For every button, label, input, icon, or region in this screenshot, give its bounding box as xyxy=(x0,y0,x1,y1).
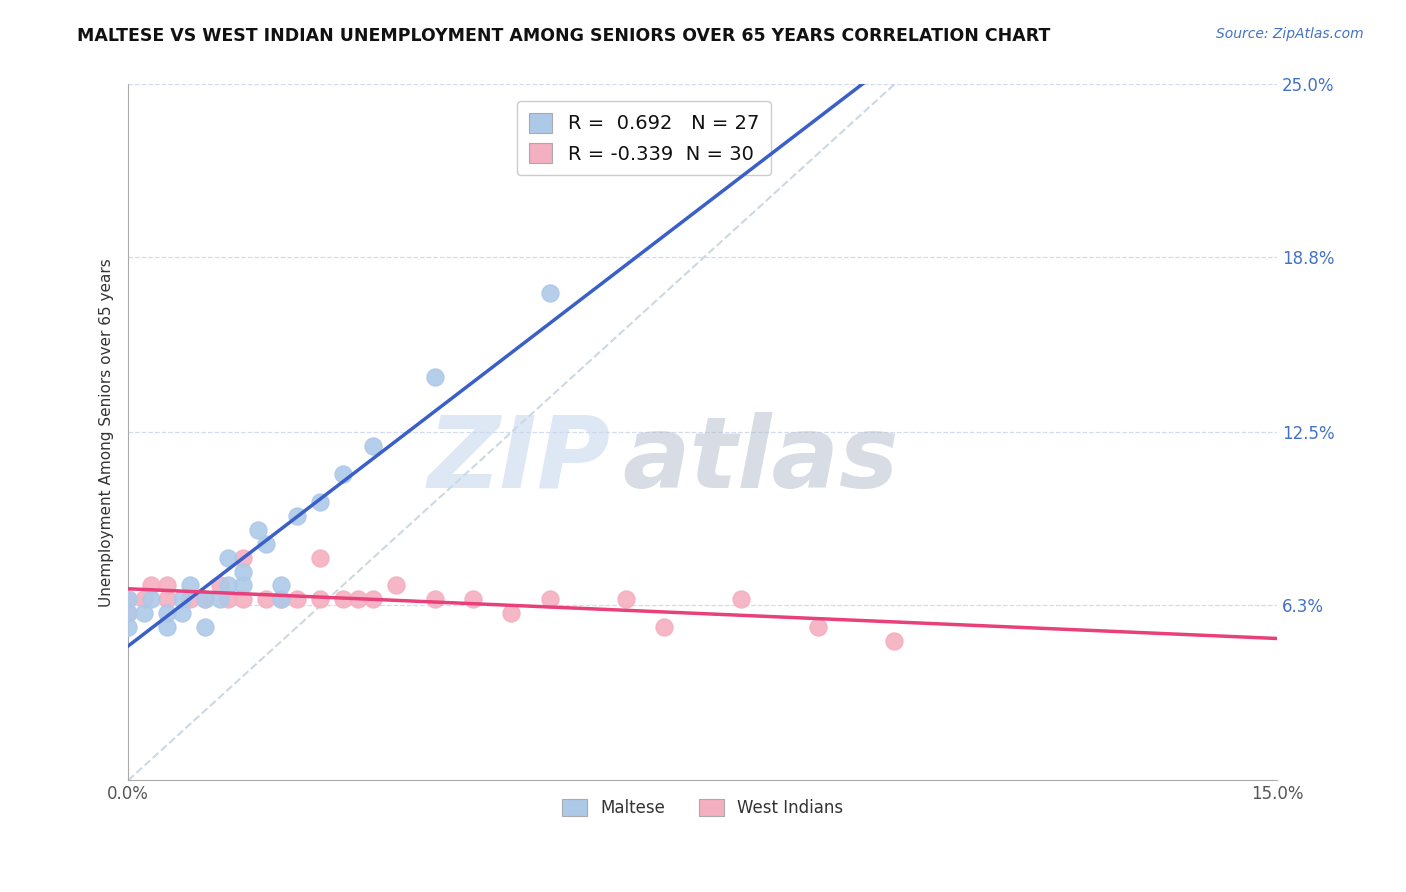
Point xyxy=(232,565,254,579)
Text: atlas: atlas xyxy=(623,412,898,508)
Point xyxy=(654,620,676,634)
Point xyxy=(363,439,385,453)
Point xyxy=(730,592,752,607)
Point xyxy=(155,592,177,607)
Text: Source: ZipAtlas.com: Source: ZipAtlas.com xyxy=(1216,27,1364,41)
Point xyxy=(308,550,330,565)
Point xyxy=(179,578,201,592)
Point xyxy=(254,537,277,551)
Point xyxy=(217,592,239,607)
Text: ZIP: ZIP xyxy=(427,412,610,508)
Point xyxy=(155,620,177,634)
Point xyxy=(132,592,155,607)
Point xyxy=(179,592,201,607)
Point xyxy=(194,592,217,607)
Point xyxy=(232,578,254,592)
Point xyxy=(363,592,385,607)
Point xyxy=(209,592,232,607)
Point xyxy=(332,592,354,607)
Point xyxy=(194,620,217,634)
Point xyxy=(132,607,155,621)
Point xyxy=(217,550,239,565)
Point xyxy=(347,592,370,607)
Point xyxy=(170,592,193,607)
Point xyxy=(270,592,292,607)
Point xyxy=(883,634,905,648)
Point xyxy=(308,592,330,607)
Point xyxy=(117,592,139,607)
Point xyxy=(308,495,330,509)
Point xyxy=(423,369,446,384)
Text: MALTESE VS WEST INDIAN UNEMPLOYMENT AMONG SENIORS OVER 65 YEARS CORRELATION CHAR: MALTESE VS WEST INDIAN UNEMPLOYMENT AMON… xyxy=(77,27,1050,45)
Point xyxy=(285,592,308,607)
Point xyxy=(141,592,163,607)
Point xyxy=(232,550,254,565)
Point xyxy=(117,607,139,621)
Point xyxy=(170,607,193,621)
Point xyxy=(117,607,139,621)
Point xyxy=(155,607,177,621)
Point xyxy=(614,592,637,607)
Legend: Maltese, West Indians: Maltese, West Indians xyxy=(555,793,851,824)
Point xyxy=(232,592,254,607)
Point xyxy=(285,508,308,523)
Point xyxy=(141,578,163,592)
Point xyxy=(385,578,408,592)
Point xyxy=(807,620,830,634)
Point xyxy=(209,578,232,592)
Point xyxy=(254,592,277,607)
Point xyxy=(155,578,177,592)
Point xyxy=(217,578,239,592)
Point xyxy=(332,467,354,482)
Point xyxy=(461,592,484,607)
Point xyxy=(423,592,446,607)
Point xyxy=(194,592,217,607)
Y-axis label: Unemployment Among Seniors over 65 years: Unemployment Among Seniors over 65 years xyxy=(100,258,114,607)
Point xyxy=(270,578,292,592)
Point xyxy=(538,592,561,607)
Point xyxy=(117,592,139,607)
Point xyxy=(247,523,270,537)
Point xyxy=(117,620,139,634)
Point xyxy=(501,607,523,621)
Point xyxy=(270,592,292,607)
Point xyxy=(538,286,561,301)
